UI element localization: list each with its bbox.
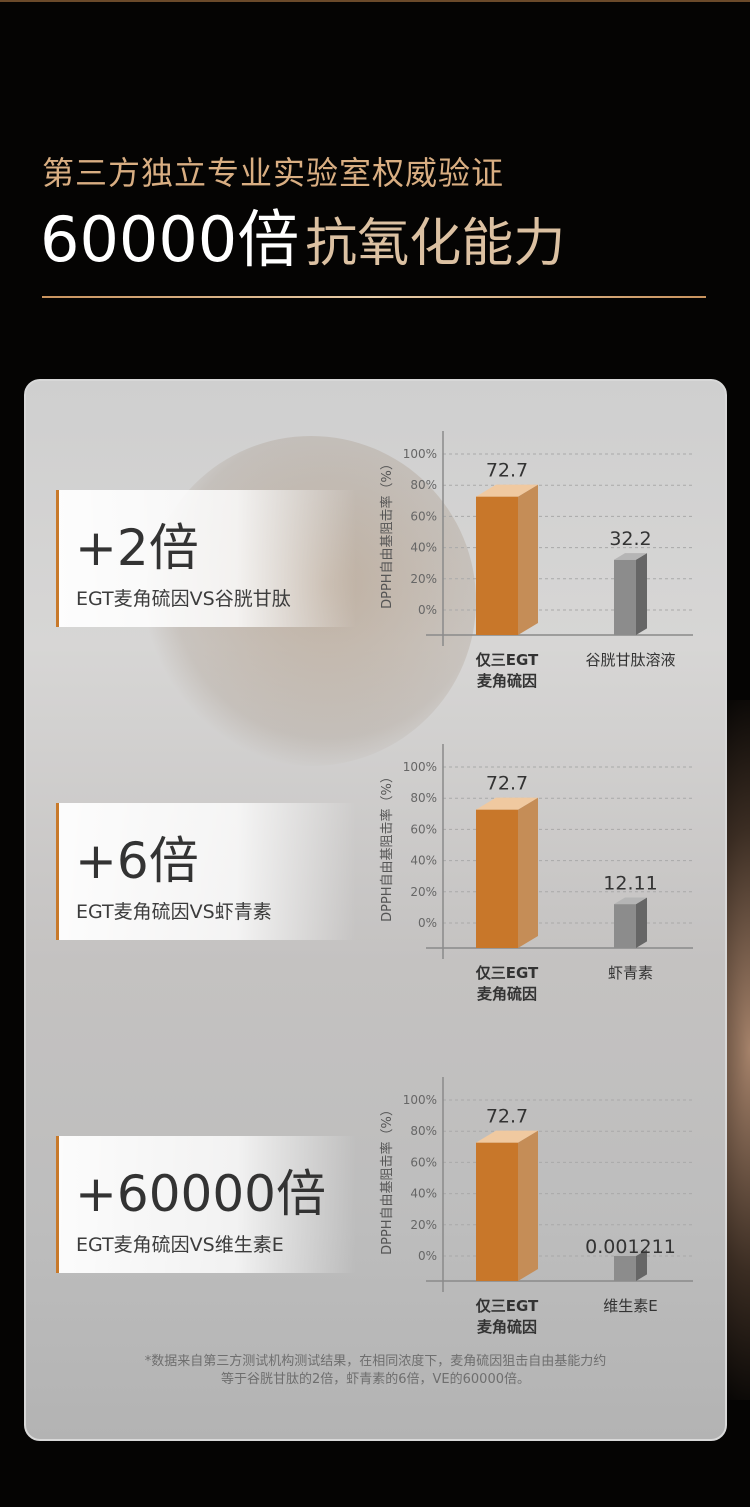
y-tick-label: 100% — [403, 760, 437, 774]
bar-side — [636, 1249, 647, 1281]
title-text: 抗氧化能力 — [305, 214, 566, 274]
y-tick-label: 100% — [403, 1093, 437, 1107]
bar-top — [614, 1249, 647, 1256]
bar-chart: DPPH自由基阻击率（%） 0% 20% 40% 60% 80% 100% 72.7 仅三EGT… — [371, 431, 711, 711]
y-tick-label: 80% — [410, 478, 437, 492]
footnote-line-1: *数据来自第三方测试机构测试结果，在相同浓度下，麦角硫因狙击自由基能力约 — [144, 1354, 607, 1369]
multiplier: +6倍 — [75, 832, 199, 890]
y-tick-label: 20% — [410, 1218, 437, 1232]
bar — [476, 1142, 518, 1281]
x-tick-label: 仅三EGT — [475, 964, 539, 982]
bar-chart: DPPH自由基阻击率（%） 0% 20% 40% 60% 80% 100% 72.7 仅三EGT… — [371, 744, 711, 1024]
footnote-line-2: 等于谷胱甘肽的2倍，虾青素的6倍，VE的60000倍。 — [220, 1372, 530, 1387]
y-tick-label: 100% — [403, 447, 437, 461]
data-label: 72.7 — [486, 773, 528, 795]
y-tick-label: 0% — [418, 1249, 437, 1263]
comparison-caption: EGT麦角硫因VS虾青素 — [76, 901, 272, 923]
bar-top — [614, 897, 647, 905]
x-tick-label: 谷胱甘肽溶液 — [585, 651, 675, 669]
comparison-label: +2倍 EGT麦角硫因VS谷胱甘肽 — [56, 490, 356, 627]
bar — [614, 559, 636, 635]
data-label: 72.7 — [486, 460, 528, 482]
y-tick-label: 40% — [410, 854, 437, 868]
bar — [614, 904, 636, 948]
x-tick-label: 仅三EGT — [475, 1297, 539, 1315]
y-tick-label: 40% — [410, 541, 437, 555]
y-tick-label: 40% — [410, 1187, 437, 1201]
bar — [476, 496, 518, 635]
bar — [476, 809, 518, 948]
data-label: 12.11 — [603, 873, 657, 895]
x-tick-label: 维生素E — [603, 1297, 657, 1315]
y-tick-label: 60% — [410, 822, 437, 836]
x-tick-label: 麦角硫因 — [477, 1318, 537, 1336]
data-label: 32.2 — [609, 528, 651, 550]
page-title: 60000倍 抗氧化能力 — [40, 200, 565, 284]
title-number: 60000倍 — [40, 203, 300, 276]
top-border — [0, 0, 750, 2]
bar-top — [614, 553, 647, 560]
divider — [42, 296, 706, 298]
bar-side — [518, 484, 538, 635]
bar-side — [636, 897, 647, 948]
chart-svg: DPPH自由基阻击率（%） 0% 20% 40% 60% 80% 100% 72.7 仅三EGT… — [379, 1077, 693, 1336]
y-tick-label: 20% — [410, 885, 437, 899]
footnote: *数据来自第三方测试机构测试结果，在相同浓度下，麦角硫因狙击自由基能力约 等于谷… — [26, 1353, 725, 1389]
bar-side — [518, 797, 538, 948]
y-tick-label: 80% — [410, 1124, 437, 1138]
multiplier: +2倍 — [75, 519, 199, 577]
comparison-caption: EGT麦角硫因VS谷胱甘肽 — [76, 588, 291, 610]
comparison-label: +60000倍 EGT麦角硫因VS维生素E — [56, 1136, 356, 1273]
y-axis-label: DPPH自由基阻击率（%） — [379, 1103, 395, 1255]
x-tick-label: 麦角硫因 — [477, 672, 537, 690]
x-tick-label: 仅三EGT — [475, 651, 539, 669]
bar-top — [476, 484, 538, 497]
bar-top — [476, 797, 538, 810]
data-label: 0.001211 — [585, 1236, 676, 1258]
subtitle: 第三方独立专业实验室权威验证 — [42, 154, 505, 192]
y-tick-label: 60% — [410, 1155, 437, 1169]
y-tick-label: 0% — [418, 916, 437, 930]
y-tick-label: 80% — [410, 791, 437, 805]
bar-side — [636, 553, 647, 635]
comparison-panel: +2倍 EGT麦角硫因VS谷胱甘肽 DPPH自由基阻击率（%） 0% 20% 40% 60%… — [24, 379, 727, 1441]
comparison-label: +6倍 EGT麦角硫因VS虾青素 — [56, 803, 356, 940]
y-tick-label: 20% — [410, 572, 437, 586]
bar-top — [476, 1130, 538, 1143]
y-tick-label: 0% — [418, 603, 437, 617]
y-axis-label: DPPH自由基阻击率（%） — [379, 457, 395, 609]
y-tick-label: 60% — [410, 509, 437, 523]
chart-svg: DPPH自由基阻击率（%） 0% 20% 40% 60% 80% 100% 72.7 仅三EGT… — [379, 431, 693, 690]
bar-chart: DPPH自由基阻击率（%） 0% 20% 40% 60% 80% 100% 72.7 仅三EGT… — [371, 1077, 711, 1357]
y-axis-label: DPPH自由基阻击率（%） — [379, 770, 395, 922]
x-tick-label: 麦角硫因 — [477, 985, 537, 1003]
multiplier: +60000倍 — [75, 1165, 326, 1223]
x-tick-label: 虾青素 — [608, 964, 653, 982]
bar-side — [518, 1130, 538, 1281]
chart-svg: DPPH自由基阻击率（%） 0% 20% 40% 60% 80% 100% 72.7 仅三EGT… — [379, 744, 693, 1003]
data-label: 72.7 — [486, 1106, 528, 1128]
bar — [614, 1255, 636, 1281]
comparison-caption: EGT麦角硫因VS维生素E — [76, 1234, 284, 1256]
